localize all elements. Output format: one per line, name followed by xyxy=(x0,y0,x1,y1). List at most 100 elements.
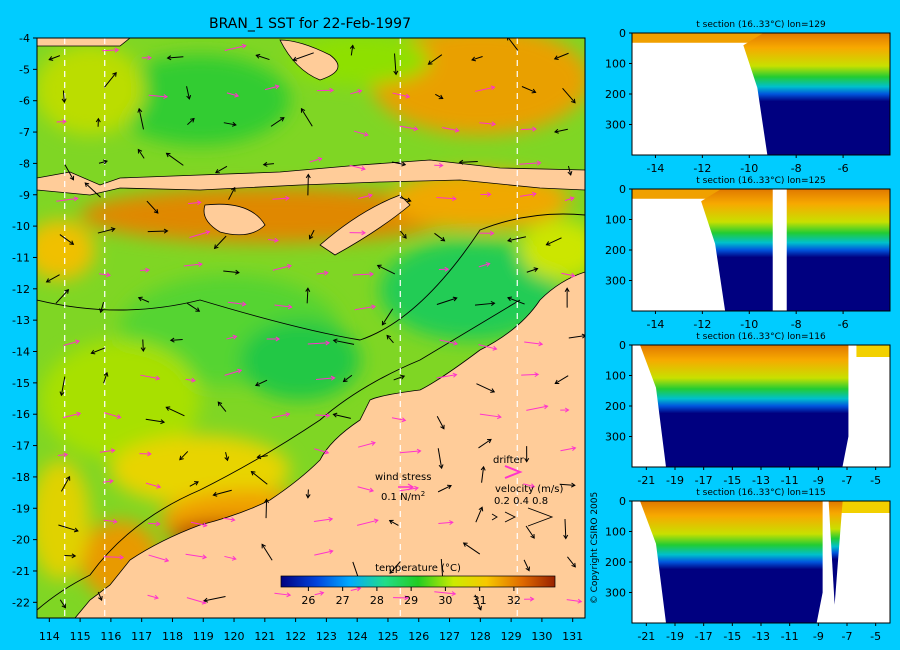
map-frame xyxy=(36,37,586,619)
wind-vector xyxy=(137,296,150,303)
current-vector xyxy=(267,237,279,243)
current-vector xyxy=(349,230,366,236)
current-vector xyxy=(56,119,67,125)
wind-stress-arrowhead-icon xyxy=(407,483,415,491)
current-vector xyxy=(561,272,576,278)
map-y-tick-label: -19 xyxy=(12,502,30,515)
wind-vector xyxy=(59,234,75,245)
current-vector xyxy=(526,404,549,411)
wind-vector xyxy=(61,90,67,104)
map-y-tick-label: -6 xyxy=(19,95,30,108)
wind-vector xyxy=(381,308,394,326)
section-x-tick-label: -7 xyxy=(842,630,853,643)
velocity-scale-arrows-icon xyxy=(491,507,554,527)
wind-vector xyxy=(564,287,570,308)
map-y-tick-label: -22 xyxy=(12,596,30,609)
colorbar-ramp xyxy=(280,575,556,588)
wind-vector xyxy=(58,524,79,533)
section-x-tick-label: -6 xyxy=(838,162,849,175)
section-y-tick-label: 300 xyxy=(605,119,626,132)
map-y-tick-label: -13 xyxy=(12,314,30,327)
current-vector xyxy=(99,272,111,278)
current-vector xyxy=(480,191,492,197)
map-y-tick-label: -14 xyxy=(12,346,30,359)
wind-vector xyxy=(255,53,270,61)
wind-vector xyxy=(391,161,407,167)
current-vector xyxy=(564,196,575,202)
current-vector xyxy=(141,55,152,61)
section-y-tick-label: 100 xyxy=(605,214,626,227)
wind-vector xyxy=(507,296,525,305)
current-vector xyxy=(272,195,290,201)
wind-vector xyxy=(436,415,445,430)
wind-vector xyxy=(562,87,576,104)
current-vector xyxy=(309,156,323,163)
wind-stress-label: wind stress xyxy=(375,472,431,483)
colorbar-tick-label: 32 xyxy=(507,594,521,607)
current-vector xyxy=(438,520,454,526)
current-vector xyxy=(560,407,570,413)
wind-vector xyxy=(165,152,184,166)
section-water xyxy=(632,33,890,155)
section-y-tick-label: 300 xyxy=(605,275,626,288)
map-y-tick-label: -8 xyxy=(19,157,30,170)
map-y-tick-label: -16 xyxy=(12,408,30,421)
section-y-tick-label: 100 xyxy=(605,370,626,383)
wind-vector xyxy=(471,56,483,62)
wind-vector xyxy=(262,161,274,167)
wind-vector xyxy=(553,52,569,60)
current-vector xyxy=(519,160,542,166)
section-title: t section (16..33°C) lon=125 xyxy=(696,176,825,186)
wind-vector xyxy=(506,38,519,51)
colorbar-tick-label: 26 xyxy=(301,594,315,607)
wind-vector xyxy=(400,230,407,239)
wind-vector xyxy=(223,269,240,275)
current-vector xyxy=(140,374,161,381)
colorbar-title: temperature (°C) xyxy=(375,563,461,574)
current-vector xyxy=(223,517,236,523)
current-vector xyxy=(271,412,291,419)
current-vector xyxy=(391,417,407,423)
current-vector xyxy=(185,377,196,383)
wind-vector xyxy=(475,506,484,523)
map-y-axis: -4 -5 -6 -7 -8 -9 -10 -11 -12 -13 -14 -15 -16 -17 -18 -… xyxy=(12,32,37,609)
copyright-text: © Copyright CSIRO 2005 xyxy=(590,492,600,604)
wind-vector xyxy=(559,482,576,488)
section-water xyxy=(632,189,890,311)
section-shelf-water xyxy=(830,501,890,513)
current-vector xyxy=(148,554,170,563)
section-panel-1: t section (16..33°C) lon=129 0 100 200 300 -1… xyxy=(605,20,891,175)
svg-text:0.1 N/m2: 0.1 N/m2 xyxy=(381,490,425,503)
wind-vector xyxy=(305,489,311,499)
map-y-tick-label: -12 xyxy=(12,283,30,296)
current-vector xyxy=(434,162,444,168)
java-coast xyxy=(37,38,131,47)
wind-vector xyxy=(563,519,569,540)
section-x-tick-label: -11 xyxy=(781,474,799,487)
wind-vector xyxy=(215,165,228,174)
colorbar-tick-label: 30 xyxy=(438,594,452,607)
drifter-label: drifter xyxy=(493,455,525,466)
wind-vector xyxy=(427,54,443,65)
section-island-gap xyxy=(772,189,787,311)
wind-vector xyxy=(223,121,237,127)
colorbar: temperature (°C) 26 27 28 29 30 31 32 xyxy=(280,563,556,607)
current-vector xyxy=(266,336,281,342)
current-vector xyxy=(315,375,336,381)
wind-vector xyxy=(376,264,396,275)
wind-vector xyxy=(224,452,230,462)
map-x-tick-label: 122 xyxy=(285,630,306,643)
current-vector xyxy=(103,518,118,524)
section-x-tick-label: -5 xyxy=(870,630,881,643)
map-x-axis: 114 115 116 117 118 119 120 121 122 123 124 125 126 1… xyxy=(39,618,583,643)
current-vector xyxy=(104,412,122,419)
section-x-tick-label: -11 xyxy=(781,630,799,643)
wind-vector xyxy=(165,406,185,417)
current-vector xyxy=(224,43,247,51)
current-vector xyxy=(316,87,335,93)
wind-vector xyxy=(300,107,313,127)
map-x-tick-label: 124 xyxy=(347,630,368,643)
current-vector xyxy=(566,598,583,604)
map-y-tick-label: -10 xyxy=(12,220,30,233)
current-vector xyxy=(147,594,159,600)
